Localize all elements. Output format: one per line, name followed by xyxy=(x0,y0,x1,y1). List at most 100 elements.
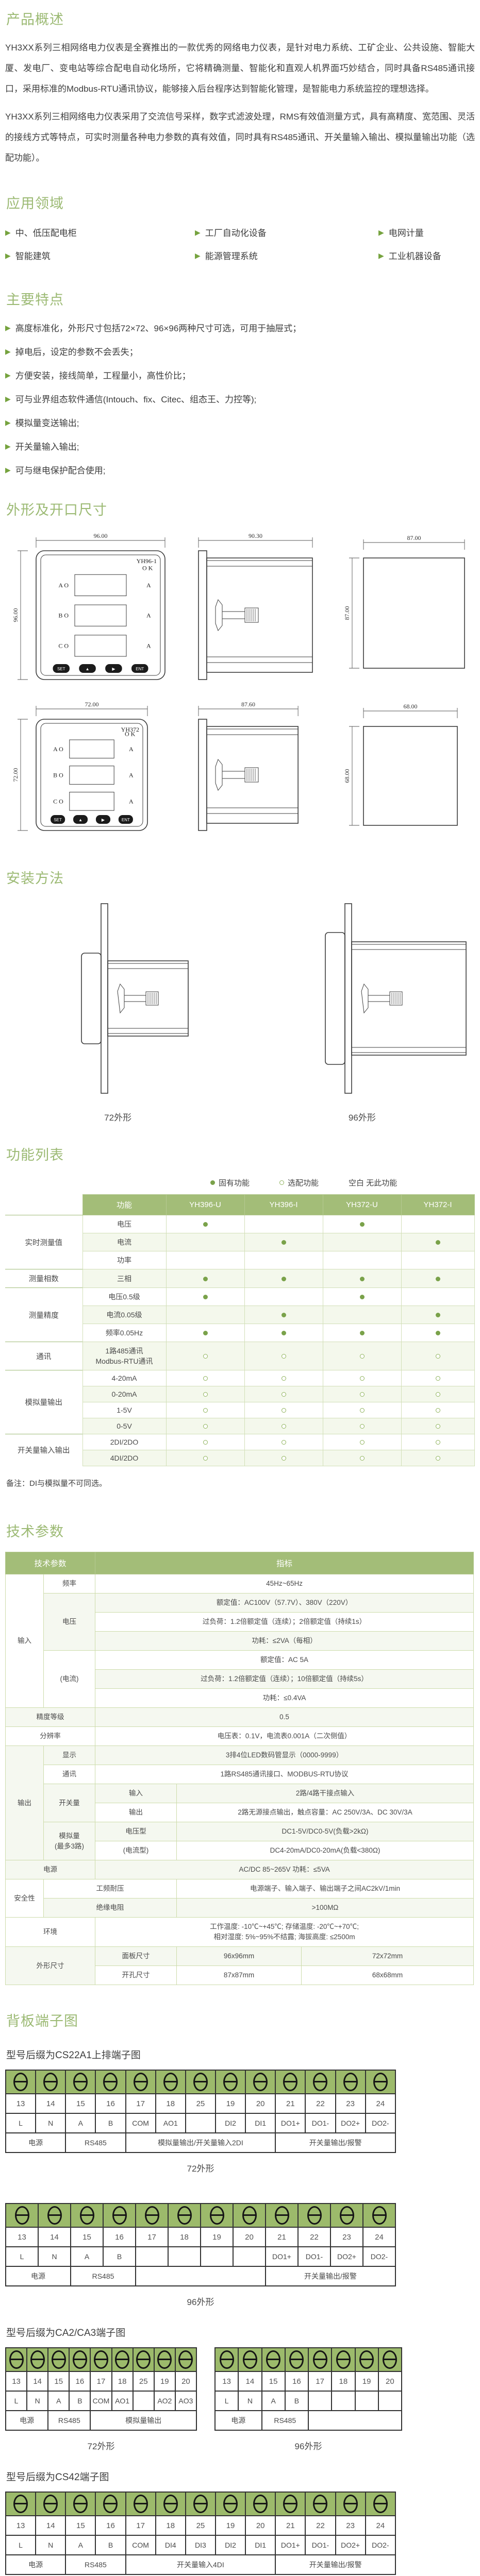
terminal-screw-cell xyxy=(238,2347,262,2372)
spec-cell: 2路/4路干接点输入 xyxy=(176,1784,474,1803)
terminal-screw-cell xyxy=(103,2203,136,2228)
panel-plate xyxy=(100,903,108,1094)
function-mark-cell xyxy=(165,1306,245,1324)
section-applications: 应用领域 ▶ 中、低压配电柜 ▶ 工厂自动化设备 ▶ 电网计量 ▶ 智能建筑 ▶ 能源管理系统 ▶ 工… xyxy=(5,192,475,262)
front-button-label: ▶ xyxy=(112,667,115,671)
function-mark-cell xyxy=(401,1324,475,1342)
spec-cell: (电流型) xyxy=(95,1841,177,1860)
terminal-number: 16 xyxy=(284,2371,309,2392)
function-label-cell: 0-5V xyxy=(82,1418,167,1434)
function-mark-cell xyxy=(401,1233,475,1251)
triangle-bullet-icon: ▶ xyxy=(5,323,11,332)
screw-icon xyxy=(219,2350,234,2369)
terminal-label: DO2- xyxy=(362,2246,396,2267)
screw-icon xyxy=(177,2206,192,2225)
terminal-group-row: 电源 RS485 模拟量输出 xyxy=(5,2410,197,2431)
front-button-label: ENT xyxy=(136,667,144,671)
screw-icon xyxy=(73,2495,88,2513)
filled-dot-icon xyxy=(203,1331,208,1335)
terminal-number: 16 xyxy=(103,2227,136,2247)
mounting-clamp-rod xyxy=(222,611,245,619)
terminal-number: 23 xyxy=(335,2515,366,2536)
terminal-label xyxy=(132,2391,155,2411)
spec-cell: 工频耐压 xyxy=(43,1879,177,1899)
terminal-label: DO2- xyxy=(365,2535,396,2555)
screw-icon xyxy=(163,2495,178,2513)
front-height-dim: 96.00 xyxy=(12,608,19,622)
function-mark-cell xyxy=(401,1251,475,1269)
terminal-screw-cell xyxy=(135,2203,169,2228)
function-table-row: 实时测量值 电压 xyxy=(5,1215,475,1269)
triangle-bullet-icon: ▶ xyxy=(378,251,384,260)
terminal-number-row: 13 14 15 16 17 18 19 20 xyxy=(214,2371,403,2392)
spec-cell: 电源 xyxy=(5,1860,96,1879)
terminal-label: DO2+ xyxy=(335,2535,366,2555)
screw-icon xyxy=(72,2350,87,2369)
terminal-label: A xyxy=(65,2535,96,2555)
terminal-number: 19 xyxy=(214,2515,246,2536)
terminal-label xyxy=(307,2391,333,2411)
screw-icon xyxy=(43,2073,58,2091)
terminal-label: B xyxy=(95,2113,126,2133)
open-dot-icon xyxy=(203,1440,208,1445)
screw-icon xyxy=(112,2206,127,2225)
function-mark-cell xyxy=(165,1233,245,1251)
terminal-number: 13 xyxy=(5,2227,39,2247)
filled-dot-icon xyxy=(359,1222,365,1227)
function-mark-cell xyxy=(244,1324,323,1342)
screw-icon xyxy=(178,2350,193,2369)
application-item-label: 中、低压配电柜 xyxy=(15,228,77,238)
terminal-label: N xyxy=(26,2391,49,2411)
terminal-number: 20 xyxy=(174,2371,197,2392)
screw-icon xyxy=(133,2495,148,2513)
terminal-label: L xyxy=(5,2535,37,2555)
installation-caption: 72外形 xyxy=(104,1113,132,1123)
spec-cell: DC1-5V/DC0-5V(负载>2kΩ) xyxy=(176,1822,474,1841)
terminal-label xyxy=(185,2113,216,2133)
terminal-number: 21 xyxy=(265,2227,299,2247)
terminal-group: RS485 xyxy=(70,2266,136,2286)
function-mark-cell xyxy=(322,1233,402,1251)
side-width-dim: 90.30 xyxy=(249,532,262,539)
terminal-screw-cell xyxy=(245,2070,276,2094)
terminal-table: 13 14 15 16 17 18 19 20 21 22 23 24 L N A B DO1+ DO1- DO2+… xyxy=(5,2203,396,2286)
terminal-screw-cell xyxy=(185,2492,216,2516)
screw-icon xyxy=(336,2350,351,2369)
terminal-screw-row xyxy=(5,2492,396,2516)
spec-cell: 精度等级 xyxy=(5,1707,96,1727)
terminal-number: 17 xyxy=(125,2515,156,2536)
terminal-block-cs22a1-96: 13 14 15 16 17 18 19 20 21 22 23 24 L N A B DO1+ DO1- DO2+… xyxy=(5,2203,475,2308)
front-view-wrap: 96.00 96.00 YH96-1 O K A O A B O A C O A SET ▲ ▶ ENT xyxy=(5,528,170,693)
screw-icon xyxy=(313,2073,328,2091)
spec-cell: 功耗：≤2VA（每相） xyxy=(95,1631,474,1651)
display-row-unit-label: A xyxy=(146,642,151,649)
spec-table-wrap: 技术参数 指标 输入 频率 45Hz~65Hz 电压 额定值：AC100V（57.7V）、3… xyxy=(5,1552,475,1985)
terminal-screw-cell xyxy=(305,2070,336,2094)
terminal-label: AO3 xyxy=(174,2391,197,2411)
terminal-screw-cell xyxy=(200,2203,234,2228)
terminal-group-row: 电源 RS485 模拟量输出/开关量输入2DI 开关量输出/报警 xyxy=(5,2132,396,2153)
terminal-label: DO1- xyxy=(305,2113,336,2133)
display-row-left-label: B O xyxy=(53,772,63,779)
spec-cell: 开关量 xyxy=(43,1784,96,1822)
function-mark-cell xyxy=(322,1370,402,1386)
spec-cell: 1路RS485通讯接口、MODBUS-RTU协议 xyxy=(95,1765,474,1784)
open-dot-icon xyxy=(359,1440,365,1445)
terminal-number: 18 xyxy=(168,2227,201,2247)
terminal-number: 14 xyxy=(35,2093,67,2114)
screw-icon xyxy=(13,2073,28,2091)
terminal-number: 24 xyxy=(365,2093,396,2114)
function-table-row: 电流0.05级 xyxy=(5,1306,475,1324)
spec-cell: (电流) xyxy=(43,1650,96,1708)
screw-icon xyxy=(373,2073,388,2091)
terminal-number: 18 xyxy=(331,2371,356,2392)
display-row-unit-label: A xyxy=(129,798,134,805)
function-column-header: YH372-U xyxy=(322,1194,402,1215)
side-view-wrap: 90.30 xyxy=(171,528,330,693)
terminal-number: 20 xyxy=(377,2371,403,2392)
function-table-row: 电流 xyxy=(5,1233,475,1251)
terminal-label: B xyxy=(69,2391,91,2411)
function-mark-cell xyxy=(322,1251,402,1269)
spec-row: 精度等级 0.5 xyxy=(5,1707,474,1727)
function-mark-cell xyxy=(401,1450,475,1466)
